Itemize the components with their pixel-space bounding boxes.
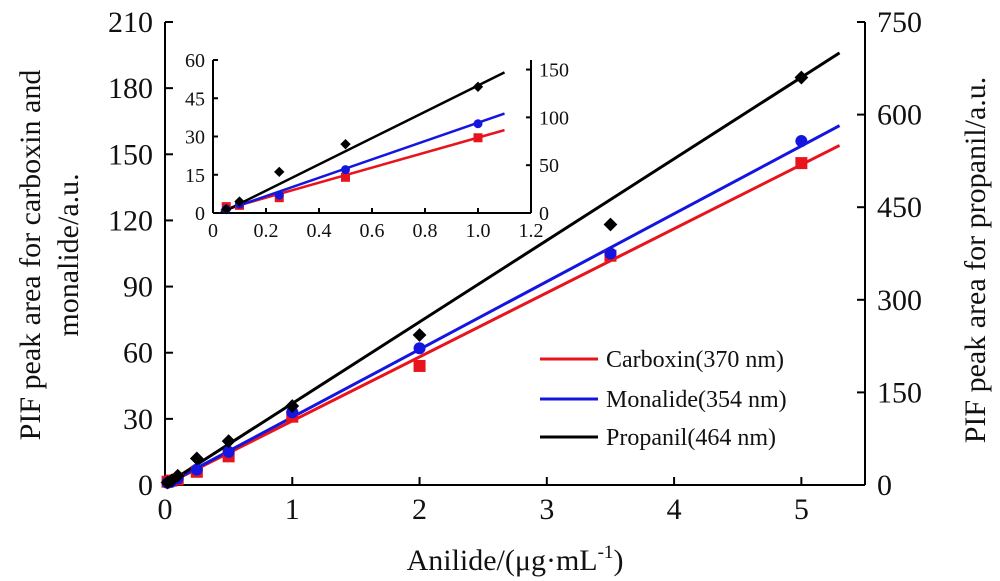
main-point-propanil (164, 473, 179, 488)
main-x-tick-label: 4 (667, 493, 682, 526)
x-axis-label-end: ) (613, 544, 623, 577)
main-left-y-tick-label: 180 (108, 72, 153, 105)
x-axis-label-sup: -1 (598, 542, 614, 563)
inset-fit-lines (220, 71, 506, 215)
main-right-y-tick-label: 0 (877, 469, 892, 502)
left-y-axis-label-line1: PIF peak area for carboxin and (14, 70, 47, 441)
main-x-tick-label: 5 (794, 493, 809, 526)
inset-right-y-tick-label: 100 (539, 107, 569, 129)
inset-point-monalide (473, 119, 483, 129)
main-right-y-ticks: 0 150 300 450 600 750 (857, 6, 922, 502)
main-left-y-tick-label: 90 (123, 271, 153, 304)
main-right-y-tick-label: 600 (877, 99, 922, 132)
inset-point-monalide (274, 190, 284, 200)
main-left-y-tick-label: 0 (138, 469, 153, 502)
inset-point-carboxin (473, 133, 483, 143)
main-point-monalide (190, 463, 203, 476)
main-data-points (160, 70, 809, 490)
main-point-carboxin (795, 157, 808, 170)
inset-right-y-tick-label: 150 (539, 60, 569, 82)
main-point-monalide (222, 445, 235, 458)
inset-point-propanil (221, 204, 232, 215)
main-point-propanil (189, 451, 204, 466)
legend-label-carboxin: Carboxin(370 nm) (606, 347, 784, 373)
main-x-tick-label: 0 (158, 493, 173, 526)
main-fit-line-carboxin (164, 144, 841, 487)
main-fit-lines (164, 51, 841, 487)
main-right-y-tick-label: 750 (877, 6, 922, 39)
main-point-propanil (221, 434, 236, 449)
inset-x-ticks: 0 0.2 0.4 0.6 0.8 1.0 1.2 (208, 208, 544, 242)
main-point-propanil (285, 399, 300, 413)
main-point-monalide (604, 247, 617, 260)
main-axes (164, 22, 866, 486)
inset-point-propanil (472, 81, 484, 92)
inset-data-points (221, 81, 484, 215)
main-left-y-tick-label: 120 (108, 204, 153, 237)
inset-x-tick-label: 0.6 (360, 220, 385, 242)
inset-point-propanil (340, 138, 351, 150)
x-axis-label: Anilide/(μg·mL-1) (407, 542, 624, 577)
main-point-propanil (412, 328, 427, 342)
inset-point-monalide (341, 165, 350, 175)
main-left-y-tick-label: 210 (108, 6, 153, 39)
inset-fit-line-carboxin (220, 128, 505, 212)
main-left-y-tick-label: 30 (123, 403, 153, 436)
inset-x-tick-label: 0.2 (254, 220, 279, 242)
x-axis-label-text: Anilide/(μg·mL (407, 544, 598, 577)
main-point-propanil (170, 468, 185, 483)
inset-x-tick-label: 1.2 (519, 220, 544, 242)
inset-x-tick-label: 1.0 (466, 220, 491, 242)
inset-fit-line-monalide (220, 112, 505, 213)
inset-left-y-tick-label: 0 (195, 203, 205, 225)
inset-x-tick-label: 0 (208, 220, 218, 242)
inset-point-carboxin (341, 172, 350, 182)
legend-label-propanil: Propanil(464 nm) (606, 425, 776, 451)
main-right-y-tick-label: 150 (877, 376, 922, 409)
inset-left-y-tick-label: 15 (185, 165, 205, 187)
main-point-propanil (794, 70, 809, 85)
main-right-y-tick-label: 300 (877, 284, 922, 317)
main-fit-line-monalide (164, 124, 841, 487)
inset-left-y-tick-label: 45 (185, 88, 205, 110)
inset-left-y-tick-label: 30 (185, 127, 205, 149)
right-y-axis-label: PIF peak area for propanil/a.u. (959, 77, 992, 444)
legend-label-monalide: Monalide(354 nm) (606, 387, 787, 413)
inset-right-y-ticks: 0 50 100 150 (526, 60, 569, 225)
inset-right-y-tick-label: 50 (539, 155, 559, 177)
inset-x-tick-label: 0.8 (413, 220, 438, 242)
main-fit-line-propanil (164, 51, 841, 487)
inset-point-propanil (274, 166, 285, 178)
inset-right-y-tick-label: 0 (539, 203, 549, 225)
inset-point-propanil (234, 196, 245, 207)
main-point-monalide (795, 135, 808, 148)
inset-chart: 0 0.2 0.4 0.6 0.8 1.0 1.2 0 15 30 45 60 0 50 100 150 (185, 50, 569, 242)
main-left-y-tick-label: 60 (123, 337, 153, 370)
inset-left-y-tick-label: 60 (185, 50, 205, 72)
main-left-y-tick-label: 150 (108, 138, 153, 171)
inset-left-y-ticks: 0 15 30 45 60 (185, 50, 218, 225)
main-point-propanil (603, 217, 618, 232)
main-left-y-ticks: 0 30 60 90 120 150 180 210 (108, 6, 173, 502)
main-point-monalide (413, 342, 426, 355)
main-x-tick-label: 3 (539, 493, 554, 526)
main-x-tick-label: 2 (412, 493, 427, 526)
inset-x-tick-label: 0.4 (307, 220, 332, 242)
main-x-tick-label: 1 (285, 493, 300, 526)
left-y-axis-label-line2: monalide/a.u. (52, 173, 85, 336)
main-point-carboxin (413, 359, 426, 372)
inset-fit-line-propanil (220, 71, 506, 215)
legend: Carboxin(370 nm) Monalide(354 nm) Propan… (540, 347, 787, 451)
main-x-ticks: 0 1 2 3 4 5 (158, 477, 809, 526)
main-right-y-tick-label: 450 (877, 191, 922, 224)
